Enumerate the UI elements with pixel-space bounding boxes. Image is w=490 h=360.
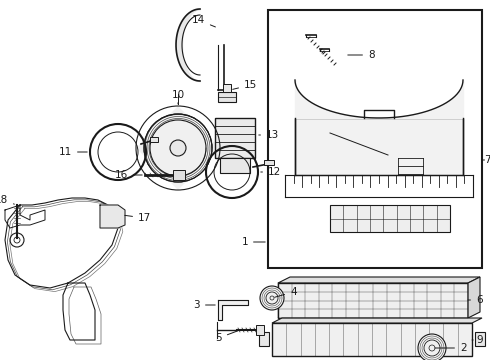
Text: 11: 11 (59, 147, 87, 157)
Circle shape (170, 140, 186, 156)
Text: 17: 17 (125, 213, 151, 223)
Text: 14: 14 (192, 15, 216, 27)
Text: 12: 12 (261, 167, 281, 177)
Text: 5: 5 (216, 331, 237, 343)
Bar (272, 323, 472, 356)
Polygon shape (295, 118, 463, 175)
Polygon shape (136, 106, 220, 190)
Bar (173, 170, 185, 180)
Bar (220, 158, 250, 173)
Polygon shape (278, 277, 480, 283)
Bar (215, 118, 255, 158)
Circle shape (418, 334, 446, 360)
Circle shape (260, 286, 284, 310)
Bar (330, 205, 450, 232)
Bar (256, 325, 264, 335)
Bar (264, 160, 274, 165)
Bar (259, 332, 269, 346)
Bar (278, 283, 468, 318)
Text: 7: 7 (482, 155, 490, 165)
Text: 13: 13 (259, 130, 279, 140)
Polygon shape (218, 300, 248, 320)
Text: 16: 16 (115, 170, 142, 180)
Polygon shape (100, 205, 125, 228)
Bar (223, 84, 231, 92)
Bar (150, 137, 158, 142)
Text: 10: 10 (172, 90, 185, 104)
Text: 4: 4 (275, 287, 296, 297)
Text: 3: 3 (194, 300, 215, 310)
Bar (475, 332, 485, 346)
Text: 9: 9 (472, 335, 483, 345)
Text: 6: 6 (468, 295, 483, 305)
Bar (218, 92, 236, 102)
Text: 18: 18 (0, 195, 14, 205)
Text: 1: 1 (242, 237, 265, 247)
Text: 8: 8 (348, 50, 375, 60)
Bar (268, 10, 482, 268)
Polygon shape (272, 318, 482, 323)
Text: 15: 15 (233, 80, 257, 90)
Polygon shape (468, 277, 480, 318)
Text: 2: 2 (435, 343, 466, 353)
